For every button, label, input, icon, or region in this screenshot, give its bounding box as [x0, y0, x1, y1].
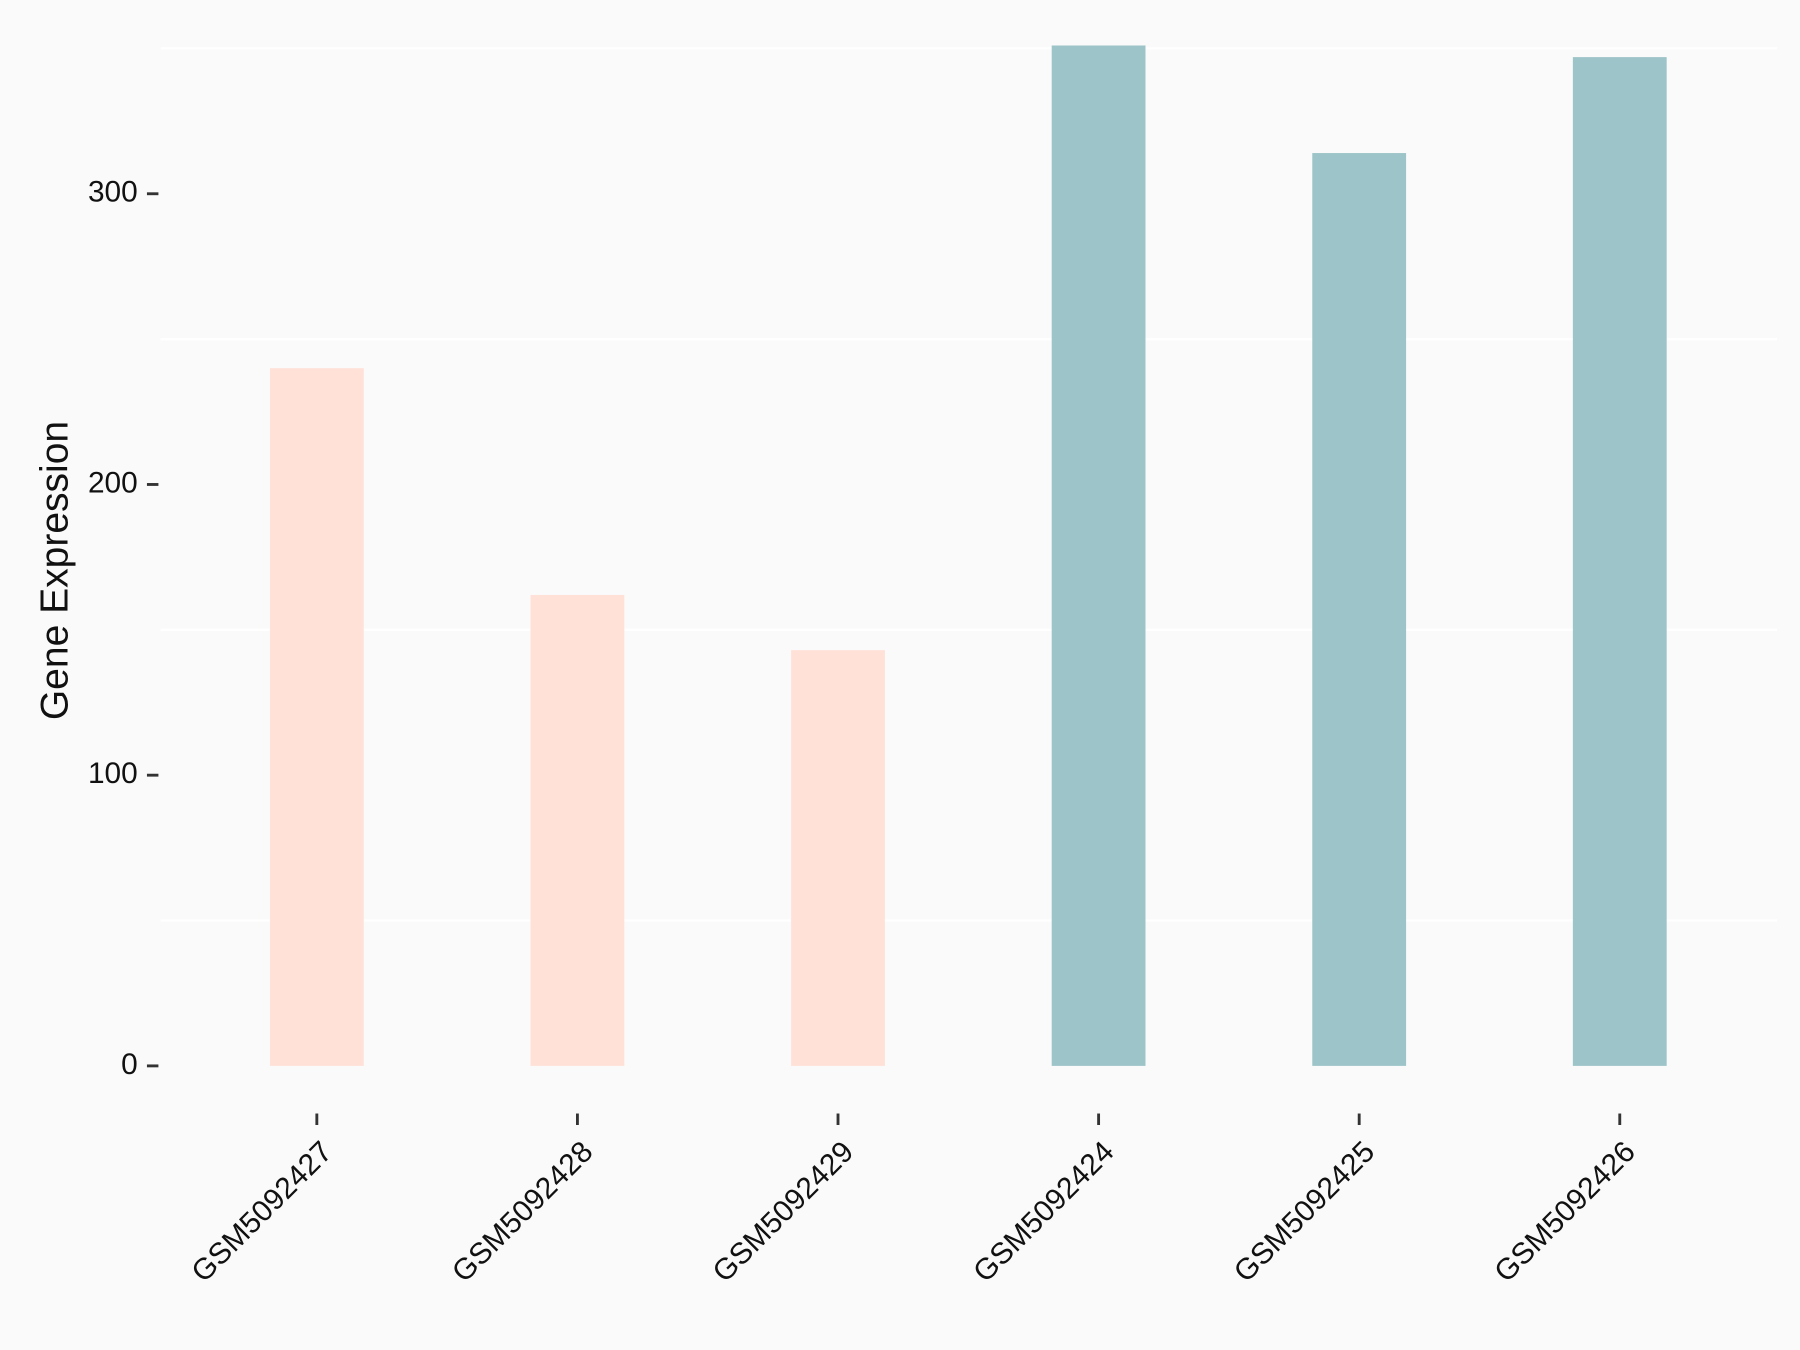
y-tick-label: 100 [88, 757, 138, 790]
bar [269, 368, 364, 1066]
y-axis-label: Gene Expression [34, 421, 77, 720]
bar [1051, 45, 1146, 1066]
bar [1572, 57, 1667, 1066]
bar [530, 594, 625, 1066]
bar [791, 650, 885, 1066]
bar [1312, 153, 1407, 1066]
y-tick-label: 300 [88, 176, 138, 209]
y-tick-label: 200 [88, 466, 138, 499]
y-tick-label: 0 [121, 1048, 138, 1081]
